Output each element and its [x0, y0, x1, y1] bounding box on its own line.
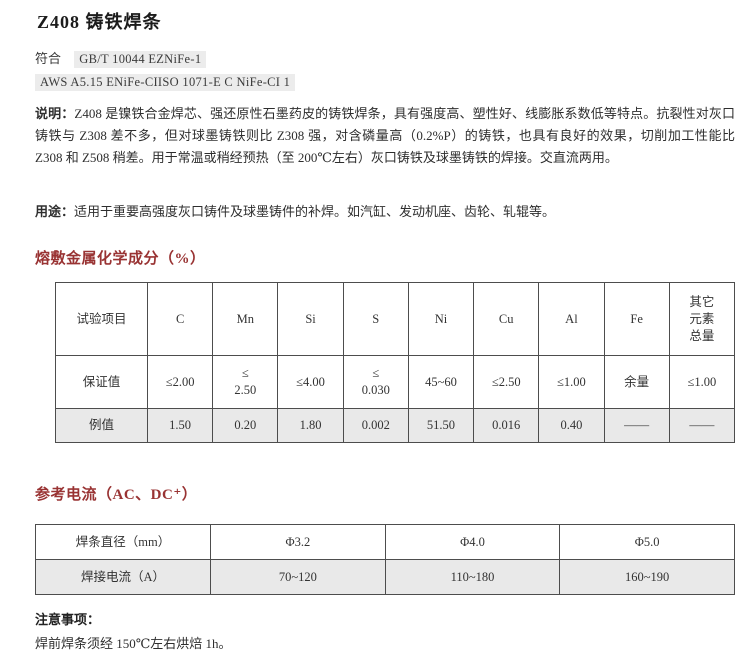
example-row: 例值 1.50 0.20 1.80 0.002 51.50 0.016 0.40… [55, 408, 736, 443]
usage-label: 用途： [35, 204, 75, 219]
table-cell: 110~180 [384, 559, 561, 595]
column-header-c: C [146, 282, 214, 356]
row-label: 焊条直径（mm） [35, 524, 211, 560]
table-cell: 0.20 [212, 408, 279, 443]
standards-line-aws: AWS A5.15 ENiFe-CIISO 1071-E C NiFe-CI 1 [35, 74, 735, 91]
table-cell: ≤2.50 [473, 355, 540, 409]
table-cell: —— [668, 408, 736, 443]
column-header-fe: Fe [603, 282, 670, 356]
table-cell: Φ3.2 [210, 524, 386, 560]
standard-aws-badge: AWS A5.15 ENiFe-CIISO 1071-E C NiFe-CI 1 [35, 74, 296, 91]
current-table: 焊条直径（mm） Φ3.2 Φ4.0 Φ5.0 焊接电流（A） 70~120 1… [35, 524, 735, 595]
table-cell: ≤4.00 [277, 355, 344, 409]
column-header-s: S [342, 282, 409, 356]
standard-gb-badge: GB/T 10044 EZNiFe-1 [74, 51, 207, 68]
table-cell: ≤ 2.50 [212, 355, 279, 409]
table-cell: 0.002 [342, 408, 409, 443]
diameter-row: 焊条直径（mm） Φ3.2 Φ4.0 Φ5.0 [35, 524, 735, 560]
column-header-other: 其它 元素 总量 [668, 282, 736, 356]
column-header-si: Si [277, 282, 344, 356]
conform-label: 符合 [35, 51, 62, 66]
table-cell: ≤ 0.030 [342, 355, 409, 409]
row-label: 保证值 [55, 355, 148, 409]
table-cell: 70~120 [210, 559, 386, 595]
table-cell: ≤2.00 [146, 355, 214, 409]
table-cell: 51.50 [407, 408, 475, 443]
current-heading: 参考电流（AC、DC⁺） [35, 487, 198, 503]
column-header-mn: Mn [212, 282, 279, 356]
row-label: 焊接电流（A） [35, 559, 211, 595]
table-cell: 160~190 [559, 559, 735, 595]
notes-text: 焊前焊条须经 150℃左右烘焙 1h。 [35, 636, 232, 651]
page-title: Z408 铸铁焊条 [37, 12, 162, 32]
table-cell: —— [603, 408, 670, 443]
column-header-item: 试验项目 [55, 282, 148, 356]
table-cell: 0.016 [473, 408, 540, 443]
table-cell: 1.50 [146, 408, 214, 443]
notes-label: 注意事项： [35, 612, 101, 627]
column-header-al: Al [538, 282, 605, 356]
guarantee-row: 保证值 ≤2.00 ≤ 2.50 ≤4.00 ≤ 0.030 45~60 ≤2.… [55, 355, 736, 409]
description-text: Z408 是镍铁合金焊芯、强还原性石墨药皮的铸铁焊条，具有强度高、塑性好、线膨胀… [35, 106, 735, 165]
table-cell: ≤1.00 [538, 355, 605, 409]
column-header-ni: Ni [407, 282, 475, 356]
table-cell: 45~60 [407, 355, 475, 409]
row-label: 例值 [55, 408, 148, 443]
description-paragraph: 说明：Z408 是镍铁合金焊芯、强还原性石墨药皮的铸铁焊条，具有强度高、塑性好、… [35, 103, 735, 169]
table-cell: 余量 [603, 355, 670, 409]
composition-table: 试验项目 C Mn Si S Ni Cu Al Fe 其它 元素 总量 保证值 … [55, 282, 736, 443]
description-label: 说明： [35, 106, 75, 121]
usage-text: 适用于重要高强度灰口铸件及球墨铸件的补焊。如汽缸、发动机座、齿轮、轧辊等。 [74, 204, 556, 219]
table-cell: ≤1.00 [668, 355, 736, 409]
usage-paragraph: 用途：适用于重要高强度灰口铸件及球墨铸件的补焊。如汽缸、发动机座、齿轮、轧辊等。 [35, 201, 735, 223]
standards-line-gb: 符合 GB/T 10044 EZNiFe-1 [35, 48, 735, 68]
table-cell: 1.80 [277, 408, 344, 443]
table-cell: Φ4.0 [384, 524, 561, 560]
table-cell: Φ5.0 [559, 524, 735, 560]
column-header-cu: Cu [473, 282, 540, 356]
table-cell: 0.40 [538, 408, 605, 443]
composition-header-row: 试验项目 C Mn Si S Ni Cu Al Fe 其它 元素 总量 [55, 282, 736, 356]
welding-current-row: 焊接电流（A） 70~120 110~180 160~190 [35, 559, 735, 595]
composition-heading: 熔敷金属化学成分（%） [35, 251, 206, 267]
